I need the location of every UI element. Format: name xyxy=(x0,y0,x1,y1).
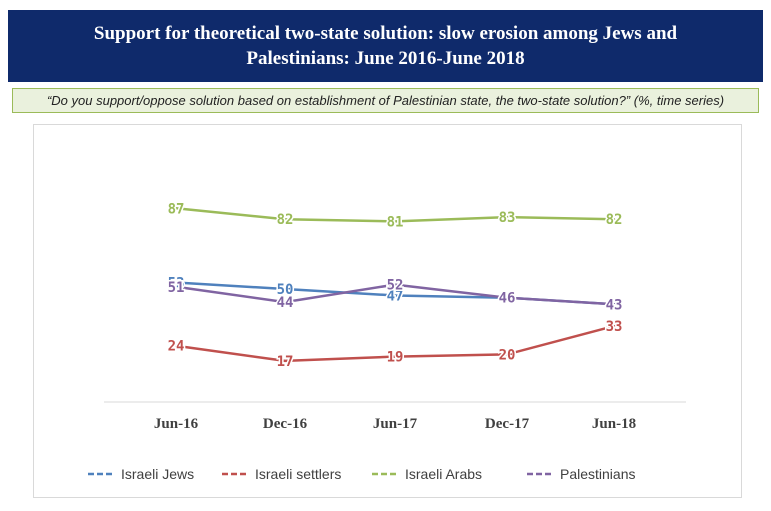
legend-label-israeli-settlers: Israeli settlers xyxy=(255,466,341,482)
data-label-israeli-settlers: 17 xyxy=(277,354,294,370)
series-line-israeli-arabs xyxy=(174,207,616,223)
title-line-2: Palestinians: June 2016-June 2018 xyxy=(246,48,525,69)
data-label-israeli-jews: 46 xyxy=(499,291,516,307)
data-label-israeli-arabs: 87 xyxy=(168,201,185,217)
data-label-israeli-jews: 50 xyxy=(277,282,294,298)
data-label-palestinians: 51 xyxy=(168,280,185,296)
legend-label-israeli-jews: Israeli Jews xyxy=(121,466,194,482)
title-line-1: Support for theoretical two-state soluti… xyxy=(93,23,678,44)
series-line-israeli-settlers xyxy=(174,324,616,363)
x-tick-label: Jun-16 xyxy=(154,416,199,432)
title-banner: Support for theoretical two-state soluti… xyxy=(8,10,763,82)
legend-label-israeli-arabs: Israeli Arabs xyxy=(405,466,482,482)
data-label-palestinians: 52 xyxy=(387,278,404,294)
data-label-israeli-jews: 43 xyxy=(606,297,623,313)
question-text: “Do you support/oppose solution based on… xyxy=(12,88,759,113)
data-label-israeli-settlers: 24 xyxy=(168,339,185,355)
data-label-israeli-settlers: 19 xyxy=(387,350,404,366)
series-line-palestinians xyxy=(174,283,616,306)
x-tick-label: Jun-18 xyxy=(592,416,636,432)
data-label-palestinians: 46 xyxy=(499,291,516,307)
data-label-israeli-arabs: 82 xyxy=(277,212,294,228)
x-tick-label: Jun-17 xyxy=(373,416,418,432)
legend-label-palestinians: Palestinians xyxy=(560,466,636,482)
x-tick-label: Dec-16 xyxy=(263,416,308,432)
data-label-israeli-arabs: 82 xyxy=(606,212,623,228)
data-label-israeli-settlers: 33 xyxy=(606,319,623,335)
data-label-israeli-arabs: 83 xyxy=(499,210,516,226)
data-label-israeli-settlers: 20 xyxy=(499,347,516,363)
data-label-israeli-jews: 53 xyxy=(168,275,185,291)
data-label-israeli-arabs: 81 xyxy=(387,214,404,230)
chart-frame xyxy=(33,124,742,498)
data-label-israeli-jews: 47 xyxy=(387,289,404,305)
data-label-palestinians: 44 xyxy=(277,295,294,311)
x-tick-label: Dec-17 xyxy=(485,416,530,432)
data-label-palestinians: 43 xyxy=(606,297,623,313)
